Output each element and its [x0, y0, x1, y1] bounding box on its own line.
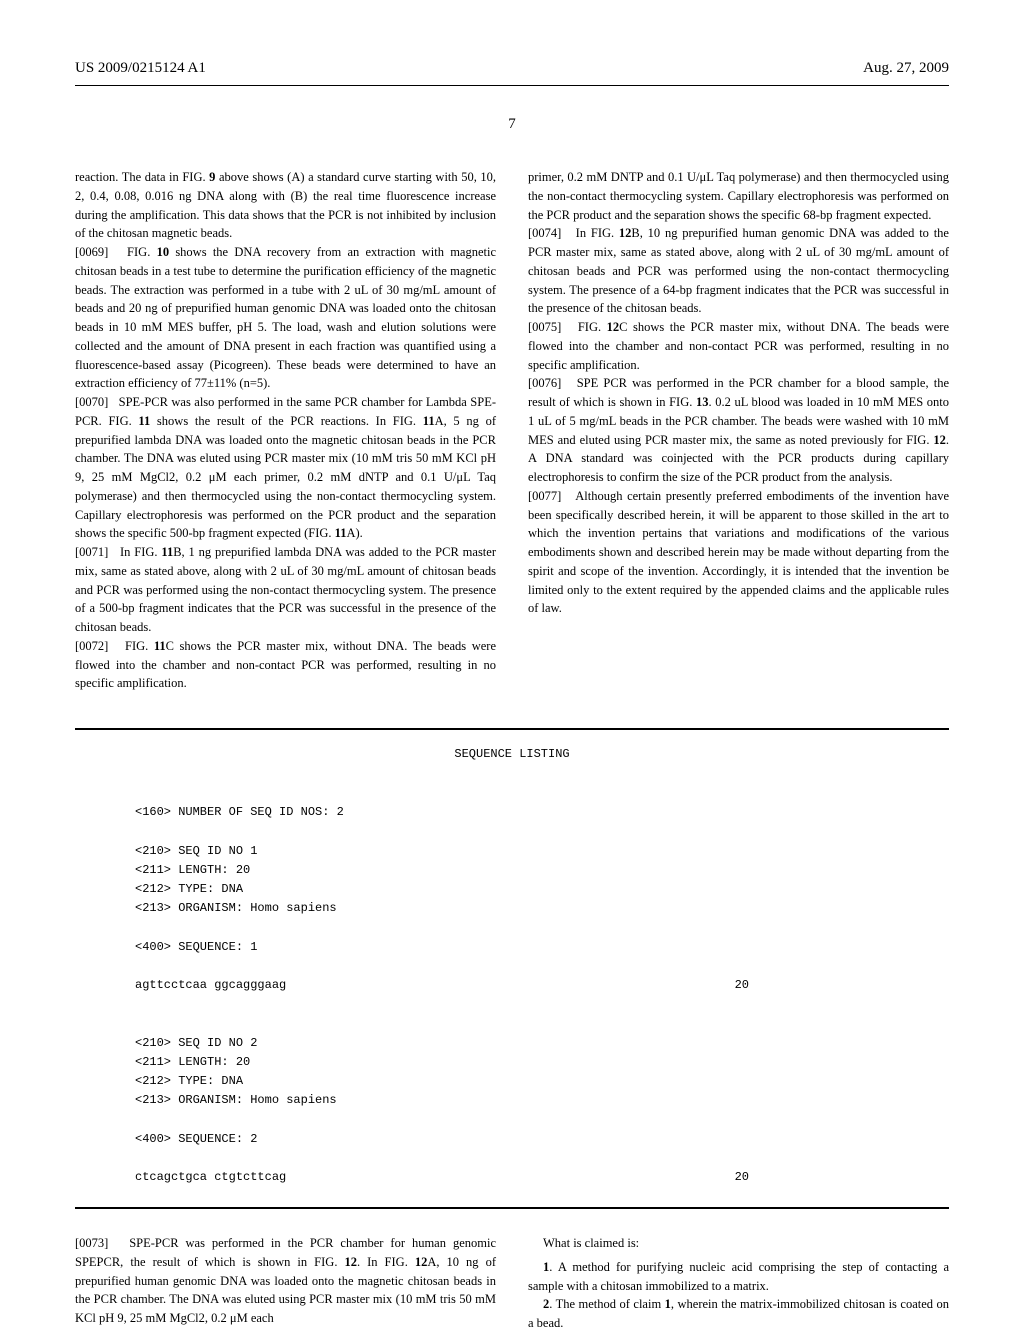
- sequence-listing: SEQUENCE LISTING <160> NUMBER OF SEQ ID …: [75, 728, 949, 1209]
- seq-2-num: 20: [735, 1168, 749, 1187]
- publication-date: Aug. 27, 2009: [863, 60, 949, 77]
- para-0074: [0074] In FIG. 12B, 10 ng prepurified hu…: [528, 224, 949, 318]
- para-0076: [0076] SPE PCR was performed in the PCR …: [528, 374, 949, 487]
- seq-line: [135, 919, 949, 938]
- header-divider: [75, 85, 949, 86]
- seq-line: <160> NUMBER OF SEQ ID NOS: 2: [135, 803, 949, 822]
- claim-1: 1. A method for purifying nucleic acid c…: [528, 1258, 949, 1296]
- seq-line: <212> TYPE: DNA: [135, 1072, 949, 1091]
- seq-line: <210> SEQ ID NO 1: [135, 842, 949, 861]
- seq-lines-2: <210> SEQ ID NO 2<211> LENGTH: 20<212> T…: [135, 995, 949, 1168]
- claim-2: 2. The method of claim 1, wherein the ma…: [528, 1295, 949, 1333]
- publication-number: US 2009/0215124 A1: [75, 60, 206, 77]
- seq-line: [135, 1014, 949, 1033]
- seq-line: [135, 1149, 949, 1168]
- seq-line: <400> SEQUENCE: 1: [135, 938, 949, 957]
- para-0077: [0077] Although certain presently prefer…: [528, 487, 949, 618]
- para-0073-cont: primer, 0.2 mM DNTP and 0.1 U/μL Taq pol…: [528, 168, 949, 224]
- seq-line: [135, 957, 949, 976]
- seq-2-text: ctcagctgca ctgtcttcag: [135, 1168, 286, 1187]
- claims-header: What is claimed is:: [528, 1234, 949, 1253]
- right-column: primer, 0.2 mM DNTP and 0.1 U/μL Taq pol…: [528, 168, 949, 693]
- sequence-content: <160> NUMBER OF SEQ ID NOS: 2 <210> SEQ …: [75, 784, 949, 1187]
- bottom-columns: [0073] SPE-PCR was performed in the PCR …: [75, 1234, 949, 1333]
- para-0069: [0069] FIG. 10 shows the DNA recovery fr…: [75, 243, 496, 393]
- sequence-title: SEQUENCE LISTING: [75, 745, 949, 764]
- seq-line: <213> ORGANISM: Homo sapiens: [135, 899, 949, 918]
- bottom-left-column: [0073] SPE-PCR was performed in the PCR …: [75, 1234, 496, 1333]
- seq-line: [135, 1110, 949, 1129]
- para-0075: [0075] FIG. 12C shows the PCR master mix…: [528, 318, 949, 374]
- seq-1-text: agttcctcaa ggcagggaag: [135, 976, 286, 995]
- seq-line: [135, 784, 949, 803]
- para-0071: [0071] In FIG. 11B, 1 ng prepurified lam…: [75, 543, 496, 637]
- main-columns: reaction. The data in FIG. 9 above shows…: [75, 168, 949, 693]
- para-0073: [0073] SPE-PCR was performed in the PCR …: [75, 1234, 496, 1328]
- seq-1-row: agttcctcaa ggcagggaag 20: [135, 976, 949, 995]
- seq-line: <400> SEQUENCE: 2: [135, 1130, 949, 1149]
- seq-1-num: 20: [735, 976, 749, 995]
- seq-line: <211> LENGTH: 20: [135, 1053, 949, 1072]
- header: US 2009/0215124 A1 Aug. 27, 2009: [75, 60, 949, 77]
- seq-line: <211> LENGTH: 20: [135, 861, 949, 880]
- bottom-right-column: What is claimed is: 1. A method for puri…: [528, 1234, 949, 1333]
- seq-line: <210> SEQ ID NO 2: [135, 1034, 949, 1053]
- para-0068-cont: reaction. The data in FIG. 9 above shows…: [75, 168, 496, 243]
- seq-line: [135, 995, 949, 1014]
- left-column: reaction. The data in FIG. 9 above shows…: [75, 168, 496, 693]
- seq-line: [135, 823, 949, 842]
- para-0072: [0072] FIG. 11C shows the PCR master mix…: [75, 637, 496, 693]
- para-0070: [0070] SPE-PCR was also performed in the…: [75, 393, 496, 543]
- seq-lines-1: <160> NUMBER OF SEQ ID NOS: 2 <210> SEQ …: [135, 784, 949, 976]
- sequence-bottom-divider: [75, 1207, 949, 1209]
- page-number: 7: [75, 116, 949, 133]
- seq-2-row: ctcagctgca ctgtcttcag 20: [135, 1168, 949, 1187]
- seq-line: <213> ORGANISM: Homo sapiens: [135, 1091, 949, 1110]
- seq-line: <212> TYPE: DNA: [135, 880, 949, 899]
